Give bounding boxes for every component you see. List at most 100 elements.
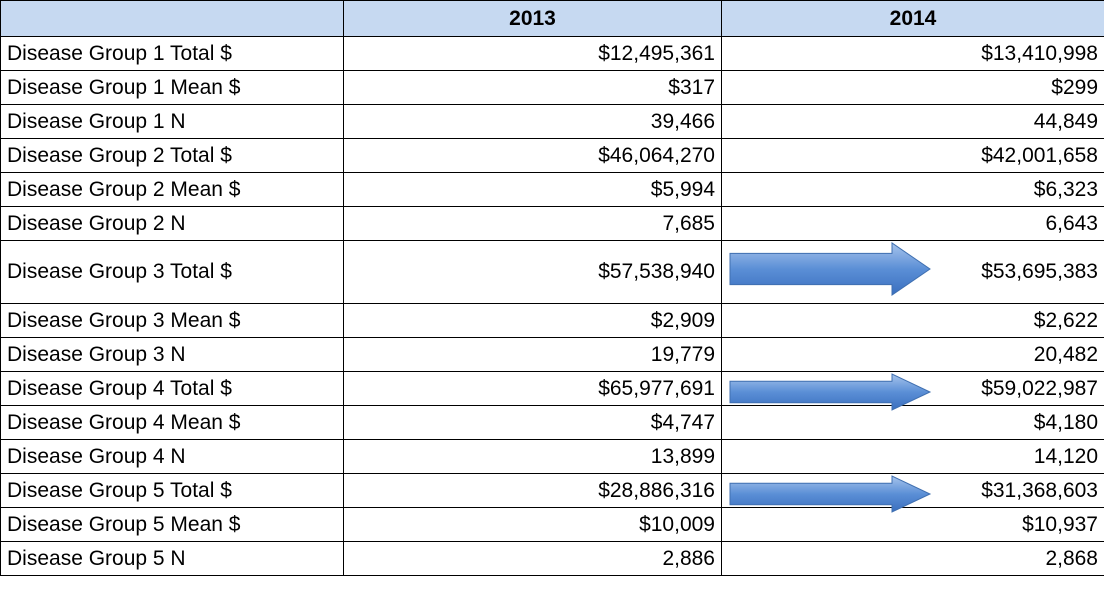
cell-text: $57,538,940 [598, 260, 715, 283]
cell-text: Disease Group 1 Total $ [7, 41, 232, 65]
table-row: Disease Group 1 Total $ $12,495,361 $13,41… [0, 36, 1104, 71]
cell-text: Disease Group 3 Mean $ [7, 308, 241, 332]
value-cell: $2,909 [343, 303, 722, 338]
cell-text: $10,937 [1022, 512, 1098, 536]
cell-text: 44,849 [1033, 109, 1098, 133]
header-cell: 2014 [721, 0, 1104, 37]
arrow [729, 242, 931, 296]
table-body: Disease Group 1 Total $ $12,495,361 $13,41… [0, 36, 1104, 576]
value-cell: $299 [721, 70, 1104, 105]
cell-text: $299 [1051, 75, 1098, 99]
header-row: 2013 2014 [0, 0, 1104, 37]
row-label: Disease Group 5 N [0, 541, 344, 576]
value-cell: $53,695,383 [721, 240, 1104, 304]
cell-text: Disease Group 5 Total $ [7, 478, 232, 502]
row-label: Disease Group 2 N [0, 206, 344, 241]
table-row: Disease Group 3 N 19,779 20,482 [0, 337, 1104, 372]
row-label: Disease Group 3 Mean $ [0, 303, 344, 338]
value-cell: $46,064,270 [343, 138, 722, 173]
cell-text: $10,009 [639, 512, 715, 536]
row-label: Disease Group 4 Mean $ [0, 405, 344, 440]
value-cell: $31,368,603 [721, 473, 1104, 513]
value-cell: $59,022,987 [721, 371, 1104, 411]
cell-text: Disease Group 2 N [7, 211, 186, 235]
value-cell: $5,994 [343, 172, 722, 207]
row-label: Disease Group 5 Total $ [0, 473, 344, 508]
cell-text: Disease Group 2 Total $ [7, 143, 232, 167]
cell-text: 7,685 [662, 211, 715, 235]
cell-text: $31,368,603 [981, 478, 1098, 502]
cell-text: Disease Group 4 N [7, 444, 186, 468]
cell-text: Disease Group 2 Mean $ [7, 177, 241, 201]
cell-text: $59,022,987 [981, 376, 1098, 400]
cell-text: $2,622 [1033, 308, 1098, 332]
cell-text: 14,120 [1033, 444, 1098, 468]
value-cell: $65,977,691 [343, 371, 722, 406]
value-cell: $42,001,658 [721, 138, 1104, 173]
cell-text: $4,747 [650, 410, 715, 434]
cell-text: Disease Group 5 Mean $ [7, 512, 241, 536]
cell-text: 2,868 [1045, 546, 1098, 570]
value-cell: $57,538,940 [343, 240, 722, 304]
cell-text: $4,180 [1033, 410, 1098, 434]
header-blank [0, 0, 344, 37]
value-cell: 13,899 [343, 439, 722, 474]
cell-text: $6,323 [1033, 177, 1098, 201]
value-cell: $317 [343, 70, 722, 105]
value-cell: 39,466 [343, 104, 722, 139]
cell-text: Disease Group 1 Mean $ [7, 75, 241, 99]
cell-text: $5,994 [650, 177, 715, 201]
data-table: 2013 2014 Disease Group 1 Total $ $12,495… [0, 0, 1104, 576]
table-row: Disease Group 1 Mean $ $317 $299 [0, 70, 1104, 105]
cell-text: 39,466 [650, 109, 715, 133]
row-label: Disease Group 1 Total $ [0, 36, 344, 71]
value-cell: 7,685 [343, 206, 722, 241]
value-cell: 19,779 [343, 337, 722, 372]
value-cell: $4,747 [343, 405, 722, 440]
table-row: Disease Group 2 Mean $ $5,994 $6,323 [0, 172, 1104, 207]
row-label: Disease Group 2 Total $ [0, 138, 344, 173]
table-row: Disease Group 4 Total $ $65,977,691 $59,0… [0, 371, 1104, 411]
cell-text: Disease Group 5 N [7, 546, 186, 570]
cell-text: 6,643 [1045, 211, 1098, 235]
cell-text: Disease Group 3 Total $ [7, 260, 232, 283]
value-cell: 14,120 [721, 439, 1104, 474]
cell-text: Disease Group 4 Mean $ [7, 410, 241, 434]
cell-text: 19,779 [650, 342, 715, 366]
row-label: Disease Group 2 Mean $ [0, 172, 344, 207]
value-cell: 2,886 [343, 541, 722, 576]
table-row: Disease Group 5 N 2,886 2,868 [0, 541, 1104, 576]
cell-text: 20,482 [1033, 342, 1098, 366]
cell-text: Disease Group 3 N [7, 342, 186, 366]
value-cell: $28,886,316 [343, 473, 722, 508]
row-label: Disease Group 5 Mean $ [0, 507, 344, 542]
value-cell: $2,622 [721, 303, 1104, 338]
cell-text: $12,495,361 [598, 41, 715, 65]
table-row: Disease Group 1 N 39,466 44,849 [0, 104, 1104, 139]
cell-text: $53,695,383 [981, 260, 1098, 283]
row-label: Disease Group 1 N [0, 104, 344, 139]
cell-text: $28,886,316 [598, 478, 715, 502]
value-cell: 6,643 [721, 206, 1104, 241]
cell-text: $2,909 [650, 308, 715, 332]
cell-text: $65,977,691 [598, 376, 715, 400]
arrow [729, 475, 932, 513]
row-label: Disease Group 4 N [0, 439, 344, 474]
value-cell: 2,868 [721, 541, 1104, 576]
row-label: Disease Group 4 Total $ [0, 371, 344, 406]
cell-text: $317 [668, 75, 715, 99]
cell-text: Disease Group 1 N [7, 109, 186, 133]
value-cell: $12,495,361 [343, 36, 722, 71]
value-cell: $10,009 [343, 507, 722, 542]
table-row: Disease Group 3 Total $ $57,538,940 $53,6… [0, 240, 1104, 304]
row-label: Disease Group 3 N [0, 337, 344, 372]
value-cell: $6,323 [721, 172, 1104, 207]
table-row: Disease Group 4 Mean $ $4,747 $4,180 [0, 405, 1104, 440]
table-row: Disease Group 4 N 13,899 14,120 [0, 439, 1104, 474]
value-cell: 20,482 [721, 337, 1104, 372]
value-cell: $4,180 [721, 405, 1104, 440]
table-row: Disease Group 3 Mean $ $2,909 $2,622 [0, 303, 1104, 338]
cell-text: $13,410,998 [981, 41, 1098, 65]
table-row: Disease Group 5 Total $ $28,886,316 $31,3… [0, 473, 1104, 513]
cell-text: 13,899 [650, 444, 715, 468]
